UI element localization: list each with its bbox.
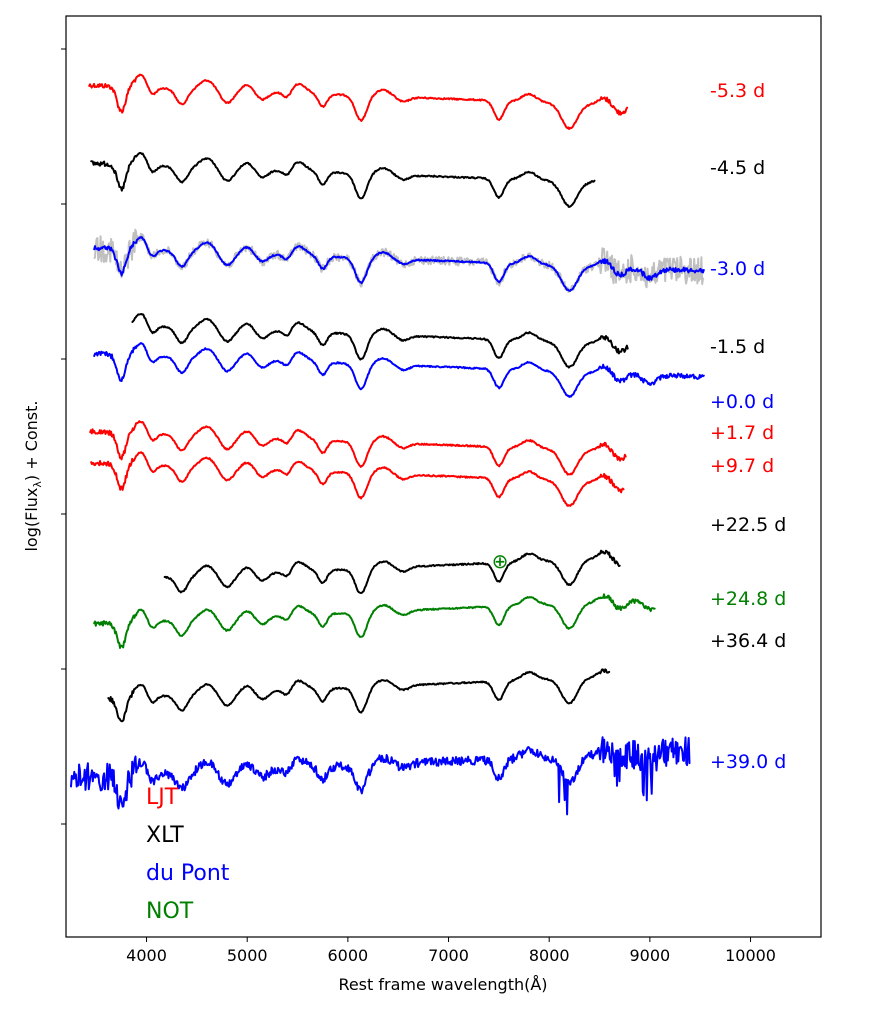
spectrum--3.0d: [93, 236, 705, 292]
phase-label-2: -3.0 d: [710, 258, 765, 280]
phase-label-6: +9.7 d: [710, 455, 774, 477]
phase-label-1: -4.5 d: [710, 157, 765, 179]
y-axis-title-main: log(Flux: [22, 488, 41, 552]
legend-entry-3: NOT: [146, 899, 194, 924]
phase-labels: -5.3 d -4.5 d -3.0 d -1.5 d +0.0 d +1.7 d +9.7…: [710, 80, 786, 773]
phase-label-3: -1.5 d: [710, 336, 765, 358]
phase-label-7: +22.5 d: [710, 514, 786, 536]
plot-frame: [65, 15, 822, 938]
legend-entry-0: LJT: [146, 785, 179, 810]
phase-label-10: +39.0 d: [710, 751, 786, 773]
spectrum-+24.8d: [93, 593, 656, 649]
phase-label-5: +1.7 d: [710, 422, 774, 444]
spectrum--5.3d: [88, 73, 629, 130]
spectra-group: [70, 73, 705, 816]
y-axis-title-sub: λ: [31, 481, 44, 488]
spectrum-+22.5d: [163, 549, 621, 594]
legend-entry-2: du Pont: [146, 861, 230, 886]
phase-label-9: +36.4 d: [710, 630, 786, 652]
spectrum--1.5d: [131, 313, 629, 369]
spectrum-+39.0d: [70, 736, 691, 816]
phase-label-4: +0.0 d: [710, 391, 774, 413]
spectrum--4.5d: [90, 151, 596, 208]
x-axis-title: Rest frame wavelength(Å): [338, 975, 547, 994]
x-tick-label-7000: 7000: [428, 946, 469, 965]
x-tick-label-9000: 9000: [630, 946, 671, 965]
telluric-marker: ⊕: [492, 549, 509, 573]
spectrum-+1.7d: [89, 420, 627, 476]
phase-label-0: -5.3 d: [710, 80, 765, 102]
spectrum-+36.4d: [107, 668, 611, 723]
x-tick-label-8000: 8000: [529, 946, 570, 965]
x-tick-label-4000: 4000: [126, 946, 167, 965]
y-axis-title: log(Fluxλ) + Const.: [22, 400, 44, 551]
legend: LJT XLT du Pont NOT: [146, 785, 230, 924]
x-tick-label-6000: 6000: [328, 946, 369, 965]
x-tick-label-10000: 10000: [725, 946, 776, 965]
spectrum-+9.7d: [90, 451, 625, 507]
y-axis-ticks: [61, 48, 66, 825]
y-axis-title-suffix: ) + Const.: [22, 400, 41, 481]
legend-entry-1: XLT: [146, 823, 184, 848]
x-axis: 4000 5000 6000 7000 8000 9000 10000: [126, 937, 776, 965]
phase-label-8: +24.8 d: [710, 588, 786, 610]
spectrum-+0.0d: [93, 342, 705, 398]
x-tick-label-5000: 5000: [227, 946, 268, 965]
